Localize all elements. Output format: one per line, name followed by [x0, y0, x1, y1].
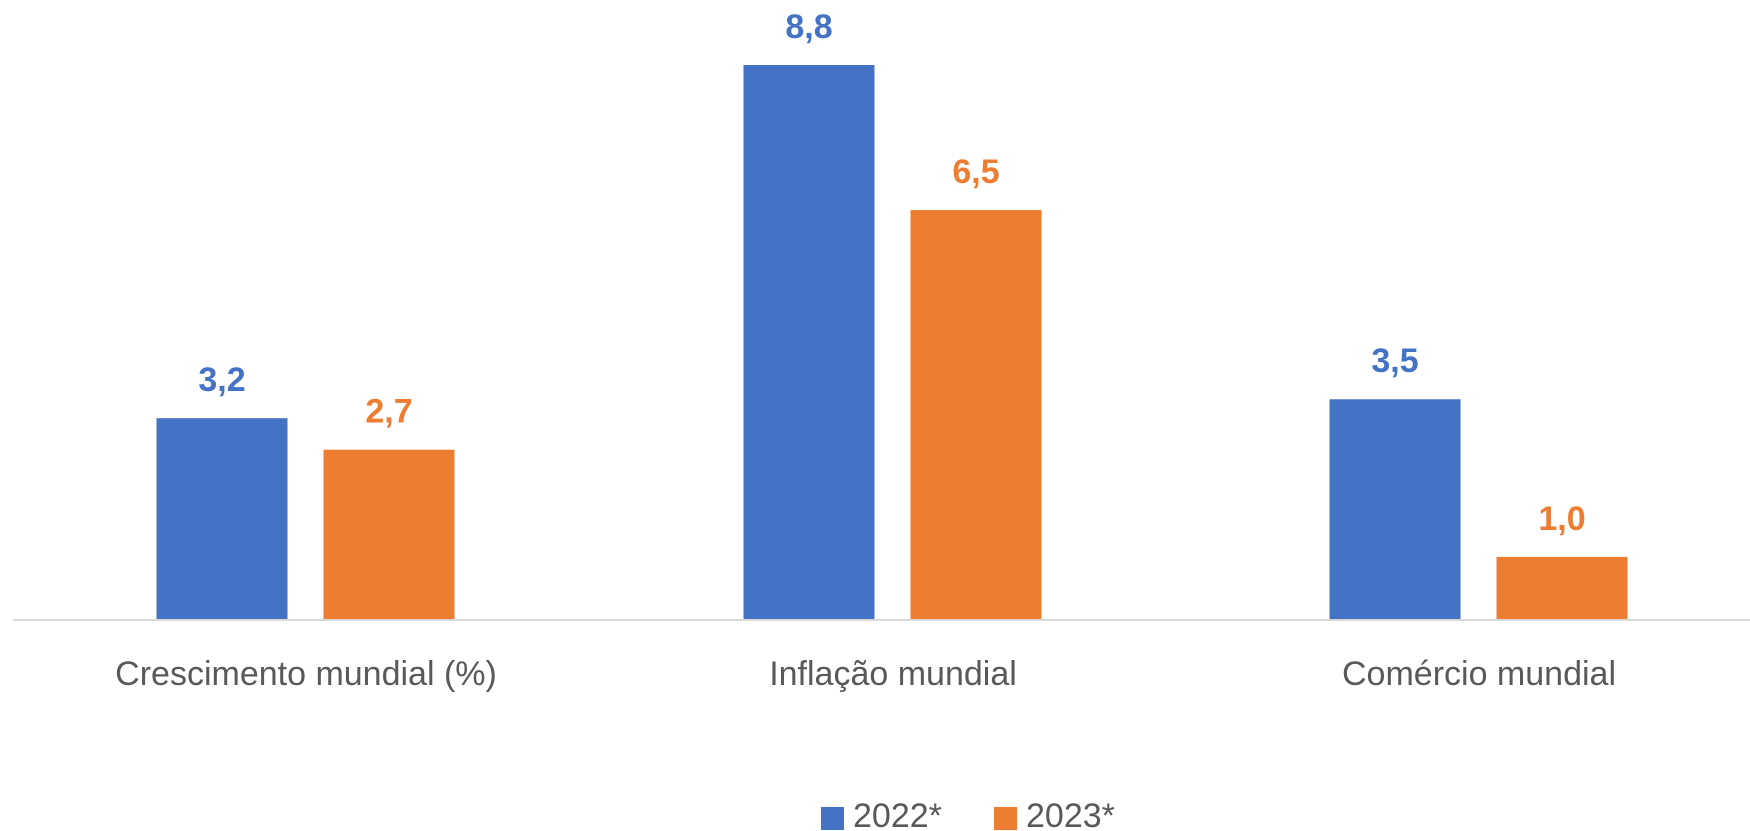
value-label: 8,8: [785, 8, 832, 46]
bar: [156, 418, 288, 620]
value-label: 3,2: [198, 361, 245, 399]
value-label: 6,5: [952, 153, 999, 191]
value-label: 1,0: [1538, 500, 1585, 538]
bar: [1329, 399, 1461, 620]
x-tick-label: Comércio mundial: [1342, 655, 1616, 693]
bar: [910, 210, 1042, 620]
bar: [323, 449, 455, 620]
legend-label: 2023*: [1026, 797, 1115, 831]
value-label: 2,7: [365, 393, 412, 431]
legend-label: 2022*: [853, 797, 942, 831]
x-tick-label: Crescimento mundial (%): [115, 655, 497, 693]
bar: [743, 65, 875, 620]
value-label: 3,5: [1371, 342, 1418, 380]
bar: [1496, 556, 1628, 620]
legend-swatch: [821, 807, 844, 830]
x-tick-label: Inflação mundial: [769, 655, 1017, 693]
legend-swatch: [994, 807, 1017, 830]
